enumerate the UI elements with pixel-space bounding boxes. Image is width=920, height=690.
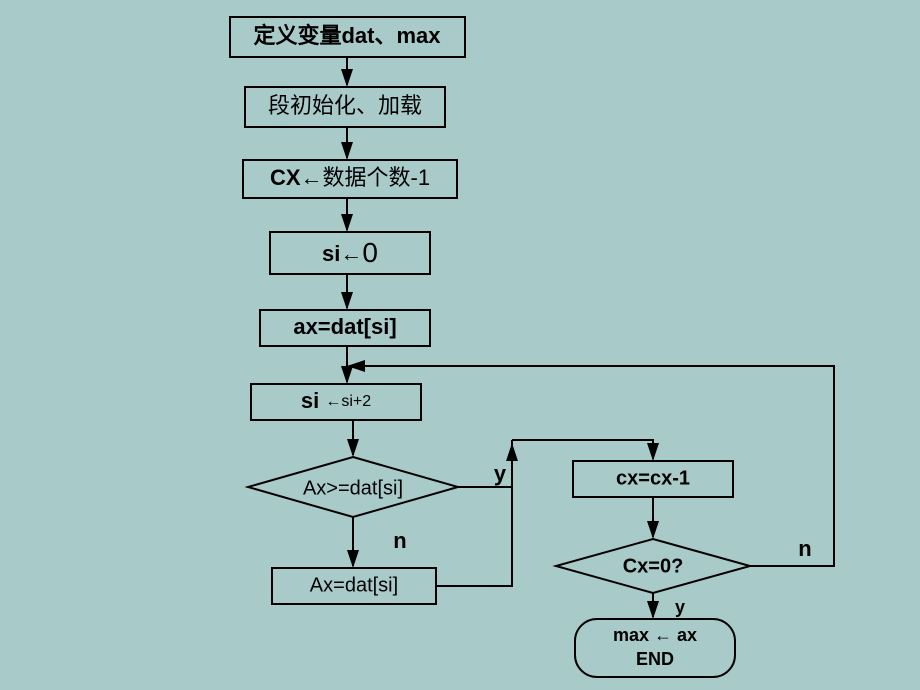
- label-no-2: n: [798, 536, 811, 561]
- node-end-label1: max ← ax: [613, 625, 697, 645]
- node-ax-dat-label: ax=dat[si]: [293, 314, 396, 339]
- label-yes-1: y: [494, 461, 507, 486]
- node-cx-count-label: CX←数据个数-1: [270, 165, 430, 190]
- node-cx-dec-label: cx=cx-1: [616, 467, 690, 489]
- node-define-vars-label: 定义变量dat、max: [253, 23, 441, 48]
- node-ax-assign-label: Ax=dat[si]: [310, 574, 398, 596]
- node-cx-zero-label: Cx=0?: [623, 555, 684, 577]
- node-compare-label: Ax>=dat[si]: [303, 477, 403, 499]
- node-si-zero-label: si←0: [322, 237, 378, 268]
- node-init-segment-label: 段初始化、加载: [268, 93, 422, 118]
- edge-merge-to-n9: [512, 440, 653, 459]
- node-end-label2: END: [636, 649, 674, 669]
- label-yes-2: y: [675, 597, 685, 617]
- label-no-1: n: [393, 528, 406, 553]
- flowchart-canvas: 定义变量dat、max 段初始化、加载 CX←数据个数-1 si←0 ax=da…: [0, 0, 920, 690]
